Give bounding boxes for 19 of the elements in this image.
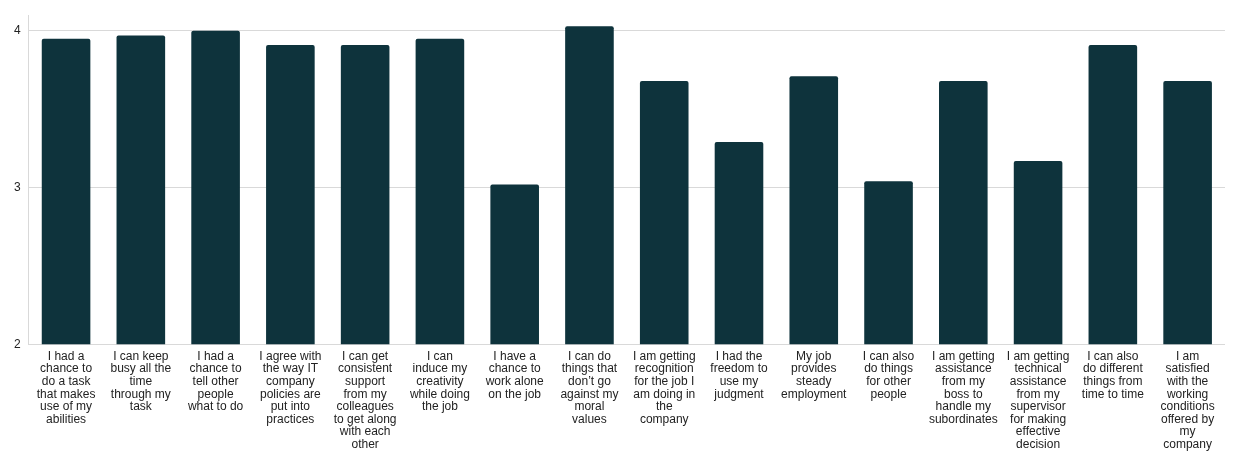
- x-tick-label: I can also do things for other people: [862, 348, 915, 401]
- x-tick-label: I agree with the way IT company policies are put into practices: [259, 348, 322, 426]
- y-tick-label: 4: [13, 23, 21, 38]
- x-tick-label: I have a chance to work alone on the job: [484, 348, 545, 401]
- x-tick-label: I can keep busy all the time through my task: [110, 348, 172, 414]
- x-tick-label: I had a chance to do a task that makes use of my abilities: [36, 348, 96, 426]
- y-tick-label: 3: [13, 179, 21, 194]
- x-tick-label: I am getting recognition for the job I am doing in the company: [632, 348, 696, 426]
- x-tick-label: I am getting technical assistance from my supervisor for making effective decision: [1006, 348, 1070, 452]
- x-tick-label: I had the freedom to use my judgment: [710, 348, 768, 401]
- x-tick-label: I had a chance to tell other people what to do: [186, 348, 244, 414]
- x-tick-label: I can do things that don’t go against my moral values: [560, 348, 619, 426]
- x-tick-label: My job provides steady employment: [781, 348, 848, 401]
- x-tick-label: I am satisfied with the working conditions offered by my company: [1160, 348, 1215, 452]
- x-tick-label: I am getting assistance from my boss to handle my subordinates: [928, 348, 998, 426]
- y-tick-label: 2: [13, 336, 21, 351]
- x-tick-label: I can also do different things from time to time: [1081, 348, 1145, 401]
- x-tick-label: I can get consistent support from my colleagues to get along with each other: [333, 348, 397, 452]
- x-tick-label: I can induce my creativity while doing the job: [408, 348, 470, 414]
